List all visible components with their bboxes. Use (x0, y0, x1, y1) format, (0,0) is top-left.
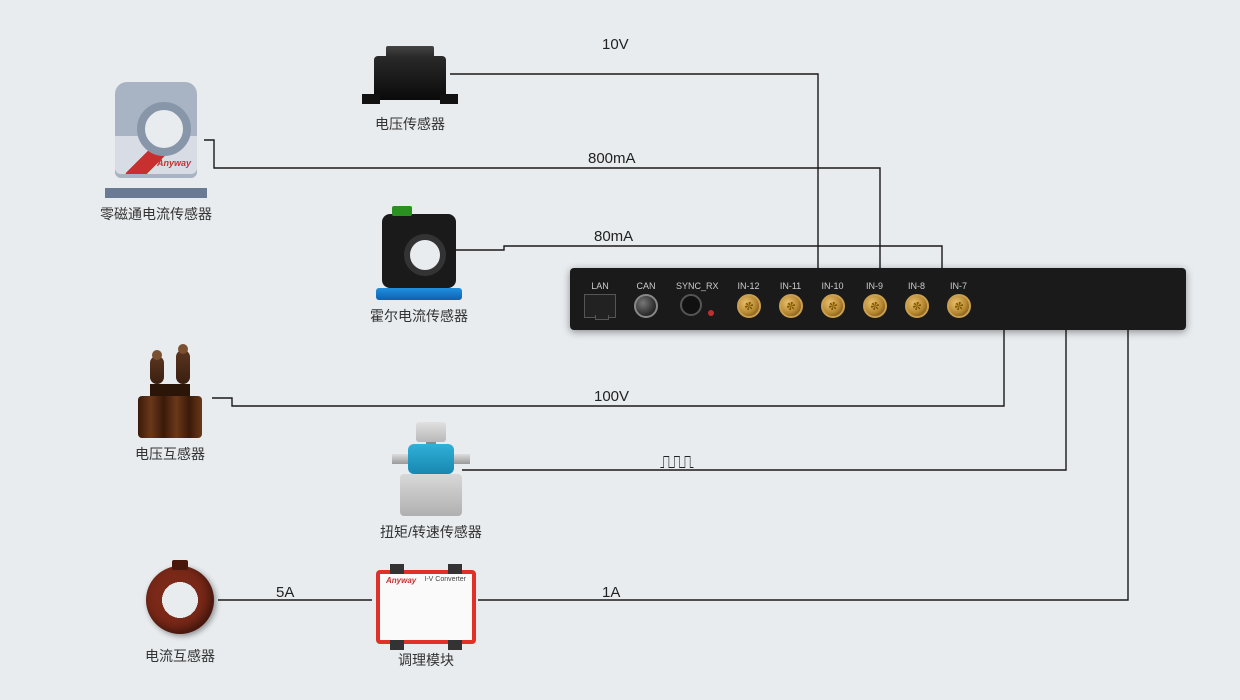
signal-5a: 5A (276, 584, 294, 601)
signal-80ma: 80mA (594, 228, 633, 245)
in10-port-icon (821, 294, 845, 318)
conditioning-module: Anyway I-V Converter 调理模块 (376, 570, 476, 670)
signal-1a: 1A (602, 584, 620, 601)
port-in8: IN-8 (905, 281, 929, 318)
signal-100v: 100V (594, 388, 629, 405)
port-in9: IN-9 (863, 281, 887, 318)
hall-sensor: 霍尔电流传感器 (370, 208, 468, 326)
conditioning-module-label: 调理模块 (376, 650, 476, 670)
can-port-icon (634, 294, 658, 318)
zero-flux-label: 零磁通电流传感器 (100, 204, 212, 224)
port-can: CAN (634, 281, 658, 318)
voltage-sensor: 电压传感器 (360, 46, 460, 134)
zero-flux-brand: Anyway (157, 158, 191, 168)
lan-port-icon (584, 294, 616, 318)
current-transformer-label: 电流互感器 (140, 646, 220, 666)
signal-pulse-icon: ⎍⎍⎍ (660, 452, 692, 473)
in8-port-icon (905, 294, 929, 318)
in11-port-icon (779, 294, 803, 318)
signal-10v: 10V (602, 36, 629, 53)
voltage-transformer: 电压互感器 (120, 348, 220, 464)
port-in12: IN-12 (737, 281, 761, 318)
torque-sensor-icon (386, 420, 476, 516)
port-in11: IN-11 (779, 281, 803, 318)
signal-800ma: 800mA (588, 150, 636, 167)
conditioning-module-icon: Anyway I-V Converter (376, 570, 476, 644)
led-icon (708, 310, 714, 316)
torque-sensor-label: 扭矩/转速传感器 (380, 522, 482, 542)
voltage-sensor-label: 电压传感器 (360, 114, 460, 134)
port-in7: IN-7 (947, 281, 971, 318)
voltage-transformer-label: 电压互感器 (120, 444, 220, 464)
port-sync: SYNC_RX (676, 281, 719, 318)
voltage-transformer-icon (120, 348, 220, 438)
cond-subtitle: I-V Converter (424, 576, 466, 583)
cond-brand: Anyway (386, 576, 416, 585)
zero-flux-icon: Anyway (101, 78, 211, 198)
in9-port-icon (863, 294, 887, 318)
daq-device: LAN CAN SYNC_RX IN-12 IN-11 IN-10 IN-9 I… (570, 268, 1186, 330)
hall-sensor-icon (374, 208, 464, 300)
zero-flux-sensor: Anyway 零磁通电流传感器 (100, 78, 212, 224)
in12-port-icon (737, 294, 761, 318)
sync-port-icon (680, 294, 702, 316)
torque-sensor: 扭矩/转速传感器 (380, 420, 482, 542)
current-transformer: 电流互感器 (140, 560, 220, 666)
current-transformer-icon (140, 560, 220, 640)
voltage-sensor-icon (360, 46, 460, 108)
port-lan: LAN (584, 281, 616, 318)
hall-sensor-label: 霍尔电流传感器 (370, 306, 468, 326)
in7-port-icon (947, 294, 971, 318)
port-in10: IN-10 (821, 281, 845, 318)
